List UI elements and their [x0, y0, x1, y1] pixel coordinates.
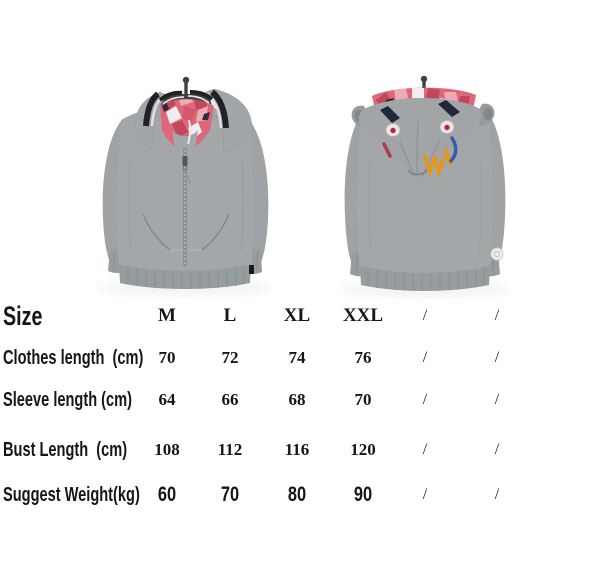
left-pocket-seam — [142, 213, 171, 251]
shark-hood — [351, 98, 495, 185]
hem-tag — [249, 265, 254, 274]
cell-value: 72 — [221, 348, 239, 367]
drawstring — [187, 119, 192, 145]
row-label: Clothes length (cm) — [3, 347, 144, 369]
cell-value: 70 — [158, 348, 176, 367]
hood-letters-yellow — [423, 148, 452, 178]
table-row-sleeve-length: Sleeve length (cm) 64 66 68 70 / / — [0, 383, 600, 417]
cell-value: / — [494, 486, 500, 503]
hem-rib — [360, 266, 490, 291]
table-row-suggest-weight: Suggest Weight(kg) 60 70 80 90 / / — [0, 478, 600, 512]
hood-stripe-right — [438, 100, 460, 117]
cell-value: 64 — [158, 390, 176, 409]
product-photos — [97, 75, 510, 298]
shark-eye-right — [439, 120, 455, 134]
hoodie-front-garment — [102, 88, 269, 289]
hood-trim-right — [209, 89, 229, 129]
cell-value: 80 — [287, 483, 307, 506]
hood-letter-red — [382, 142, 392, 158]
column-header-empty: / — [422, 307, 428, 324]
hoodie-front-photo — [97, 76, 273, 296]
cell-value: 120 — [350, 440, 376, 459]
row-label: Bust Length (cm) — [3, 439, 128, 461]
hood-letter-blue — [449, 136, 458, 163]
column-header-l: L — [223, 305, 237, 326]
column-header-xxl: XXL — [342, 305, 384, 326]
column-header-xl: XL — [283, 305, 311, 326]
zipper-pull — [182, 156, 188, 166]
cell-value: 74 — [288, 348, 306, 367]
cell-value: / — [422, 391, 428, 408]
white-logo-patch — [490, 247, 504, 261]
table-row-bust-length: Bust Length (cm) 108 112 116 120 / / — [0, 433, 600, 467]
table-row-clothes-length: Clothes length (cm) 70 72 74 76 / / — [0, 341, 600, 375]
row-label: Sleeve length (cm) — [3, 389, 133, 411]
cell-value: 90 — [353, 483, 373, 506]
cell-value: / — [422, 486, 428, 503]
hood-stripe-left — [380, 106, 400, 123]
size-table-header-row: Size M L XL XXL / / — [0, 299, 600, 333]
cell-value: 116 — [284, 440, 310, 459]
cell-value: 66 — [221, 390, 239, 409]
hood-trim-left — [143, 91, 160, 127]
cell-value: 68 — [288, 390, 306, 409]
cell-value: / — [422, 349, 428, 366]
cell-value: 60 — [157, 483, 177, 506]
hoodie-back-garment — [344, 87, 506, 291]
cell-value: / — [494, 349, 500, 366]
cell-value: 70 — [220, 483, 240, 506]
column-header-m: M — [158, 305, 176, 326]
cell-value: 112 — [217, 440, 243, 459]
cell-value: / — [494, 441, 500, 458]
size-table-title: Size — [3, 301, 43, 331]
cell-value: / — [494, 391, 500, 408]
cell-value: 76 — [354, 348, 372, 367]
shark-eye-left — [385, 123, 401, 137]
column-header-empty: / — [494, 307, 500, 324]
cell-value: 70 — [354, 390, 372, 409]
right-pocket-seam — [201, 213, 230, 251]
cell-value: 108 — [154, 440, 180, 459]
hoodie-back-photo — [340, 75, 510, 298]
row-label: Suggest Weight(kg) — [3, 484, 140, 506]
cell-value: / — [422, 441, 428, 458]
